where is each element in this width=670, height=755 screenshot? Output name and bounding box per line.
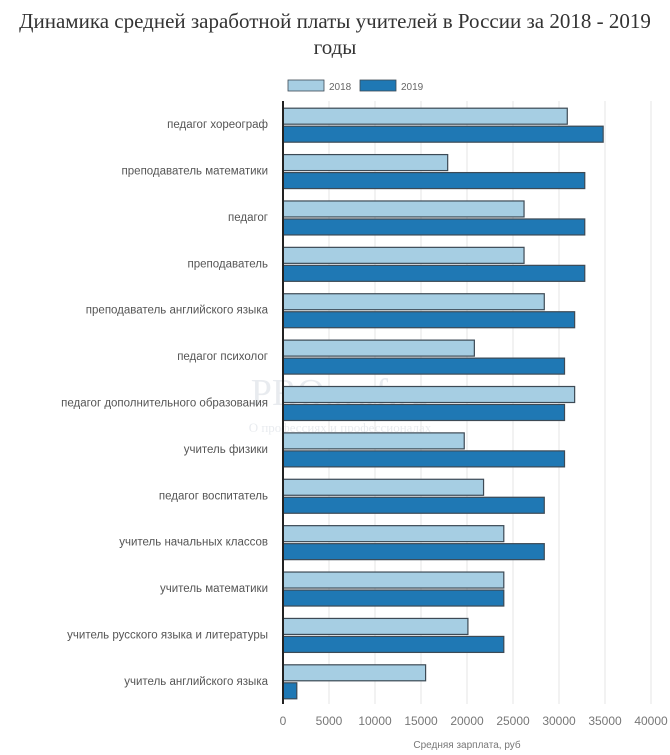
- bar-2018: [282, 571, 505, 589]
- bar-2018: [282, 339, 475, 357]
- category-label: педагог психолог: [177, 351, 268, 363]
- legend-label-2018: 2018: [329, 82, 352, 93]
- bar-2018: [282, 293, 545, 311]
- bar-2018: [282, 432, 465, 450]
- bar-2018: [282, 385, 576, 404]
- chart-title-line-2: годы: [313, 35, 357, 59]
- bar-2019: [282, 589, 505, 607]
- bar-2019: [282, 311, 576, 329]
- chart-title: Динамика средней заработной платы учител…: [0, 8, 670, 60]
- x-tick-label: 30000: [542, 714, 576, 728]
- category-label: педагог воспитатель: [159, 490, 268, 502]
- bar-2019: [282, 403, 566, 422]
- x-tick-label: 5000: [316, 714, 343, 728]
- bar-2018: [282, 153, 449, 172]
- bar-2019: [282, 496, 545, 514]
- bar-2019: [282, 682, 298, 700]
- bar-2019: [282, 171, 586, 190]
- bar-2019: [282, 218, 586, 236]
- category-label: учитель математики: [160, 583, 268, 595]
- bar-2019: [282, 357, 566, 375]
- bar-2019: [282, 635, 505, 654]
- bar-2019: [282, 450, 566, 468]
- bar-2019: [282, 543, 545, 561]
- category-label: учитель русского языка и литературы: [67, 629, 268, 641]
- category-label: преподаватель: [188, 258, 268, 270]
- bar-2018: [282, 246, 525, 264]
- category-label: преподаватель математики: [122, 166, 268, 178]
- bar-2019: [282, 264, 586, 282]
- x-tick-label: 0: [280, 714, 287, 728]
- x-tick-label: 25000: [496, 714, 530, 728]
- category-label: учитель физики: [184, 444, 268, 456]
- legend-swatch-2019: [359, 79, 397, 92]
- category-label: учитель английского языка: [124, 676, 268, 688]
- category-label: педагог: [228, 212, 268, 224]
- chart-title-line-1: Динамика средней заработной платы учител…: [19, 9, 651, 33]
- bar-2018: [282, 200, 525, 218]
- x-tick-label: 10000: [358, 714, 392, 728]
- bar-2018: [282, 525, 505, 543]
- bar-2018: [282, 617, 469, 636]
- x-tick-label: 15000: [404, 714, 438, 728]
- bar-2018: [282, 478, 485, 496]
- category-label: педагог дополнительного образования: [61, 398, 268, 410]
- watermark-tagline: О профессиях и профессионалах: [249, 420, 432, 435]
- x-tick-label: 35000: [588, 714, 622, 728]
- bar-2019: [282, 125, 604, 143]
- category-label: учитель начальных классов: [119, 537, 268, 549]
- x-tick-label: 40000: [634, 714, 668, 728]
- bar-2018: [282, 107, 568, 125]
- category-label: педагог хореограф: [167, 119, 268, 131]
- legend-label-2019: 2019: [401, 82, 424, 93]
- category-label: преподаватель английского языка: [86, 305, 269, 317]
- x-axis-title: Средняя зарплата, руб: [413, 739, 521, 751]
- x-tick-label: 20000: [450, 714, 484, 728]
- bar-2018: [282, 664, 427, 682]
- legend-swatch-2018: [287, 79, 325, 92]
